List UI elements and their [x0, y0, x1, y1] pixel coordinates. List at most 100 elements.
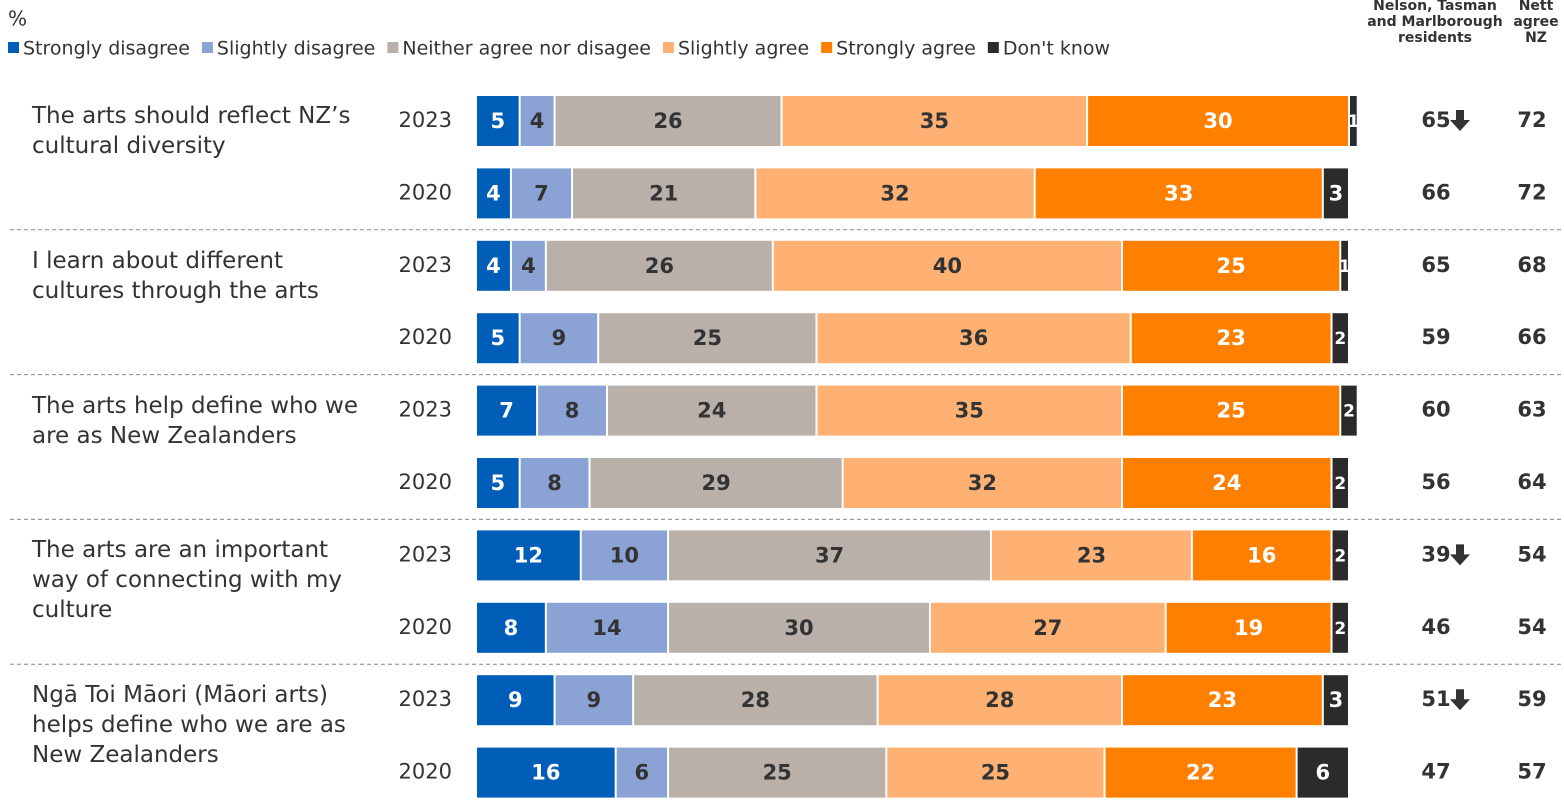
- year-label: 2020: [399, 615, 452, 639]
- nett-value: 46: [1421, 615, 1450, 639]
- segment-label: 25: [763, 761, 792, 785]
- nett-value: 65: [1421, 253, 1450, 277]
- nett-value: 60: [1421, 398, 1450, 422]
- bar-segment: [1332, 458, 1348, 508]
- bar-segment: [599, 313, 816, 364]
- segment-label: 35: [920, 109, 949, 133]
- segment-label: 25: [1217, 254, 1246, 278]
- bar-segment: [520, 313, 598, 364]
- bar-segment: [1192, 530, 1331, 581]
- bar-segment: [477, 96, 519, 146]
- segment-label: 5: [491, 109, 506, 133]
- year-label: 2020: [399, 180, 452, 204]
- bar-segment: [590, 458, 842, 508]
- segment-label: 23: [1217, 326, 1246, 350]
- segment-label: 19: [1234, 616, 1263, 640]
- segment-label: 3: [1329, 181, 1344, 205]
- segment-label: 14: [592, 616, 621, 640]
- segment-label: 12: [514, 543, 543, 567]
- segment-label: 35: [955, 399, 984, 423]
- segment-label: 27: [1033, 616, 1062, 640]
- segment-label: 8: [504, 616, 519, 640]
- year-label: 2020: [399, 470, 452, 494]
- year-label: 2020: [399, 325, 452, 349]
- bar-segment: [1166, 602, 1331, 653]
- statement-label: The arts should reflect NZ’s cultural di…: [32, 103, 351, 159]
- bar-segment: [581, 530, 668, 581]
- segment-label: 2: [1343, 402, 1355, 422]
- statement-label: The arts help define who we are as New Z…: [32, 392, 358, 449]
- segment-label: 30: [784, 616, 813, 640]
- segment-label: 25: [1217, 399, 1246, 423]
- bar-segment: [634, 675, 877, 726]
- bar-segment: [1297, 747, 1348, 798]
- decrease-arrow: [1450, 110, 1470, 131]
- nett-value: 56: [1421, 470, 1450, 494]
- legend-swatch: [821, 42, 833, 53]
- bar-segment: [756, 168, 1034, 219]
- legend-swatch: [8, 42, 19, 53]
- bar-segment: [1123, 458, 1331, 508]
- legend-label: Don't know: [1003, 38, 1110, 60]
- bar-segment: [1350, 96, 1357, 146]
- bar-segment: [817, 385, 1122, 436]
- segment-label: 4: [486, 254, 501, 278]
- segment-label: 26: [645, 254, 674, 278]
- segment-label: 4: [486, 181, 501, 205]
- segment-label: 10: [610, 543, 639, 567]
- year-label: 2023: [399, 253, 452, 277]
- bar-segment: [477, 168, 510, 219]
- bar-segment: [511, 168, 572, 219]
- year-label: 2020: [399, 760, 452, 784]
- bar-segment: [773, 240, 1122, 291]
- bar-segment: [1105, 747, 1296, 798]
- nett-value: 59: [1421, 325, 1450, 349]
- bar-segment: [1332, 602, 1348, 653]
- segment-label: 23: [1208, 688, 1237, 712]
- legend-label: Slightly disagree: [217, 38, 375, 60]
- bar-segment: [1332, 530, 1348, 581]
- bar-segment: [511, 240, 545, 291]
- year-label: 2023: [399, 108, 452, 132]
- bar-segment: [669, 602, 929, 653]
- bar-segment: [843, 458, 1122, 508]
- segment-label: 16: [531, 761, 560, 785]
- segment-label: 40: [933, 254, 962, 278]
- bar-segment: [546, 240, 772, 291]
- segment-label: 8: [547, 471, 562, 495]
- segment-label: 23: [1077, 543, 1106, 567]
- bar-segment: [782, 96, 1087, 146]
- bar-segment: [1323, 675, 1348, 726]
- nett-value: 64: [1517, 470, 1546, 494]
- segment-label: 28: [985, 688, 1014, 712]
- bar-segment: [616, 747, 668, 798]
- legend-swatch: [387, 42, 399, 53]
- legend-swatch: [662, 42, 674, 53]
- nett-value: 54: [1517, 615, 1546, 639]
- legend-swatch: [201, 42, 213, 53]
- bar-segment: [555, 675, 633, 726]
- bar-segment: [477, 747, 615, 798]
- segment-label: 6: [1315, 761, 1330, 785]
- nett-value: 66: [1421, 180, 1450, 204]
- bar-segment: [520, 458, 589, 508]
- segment-label: 32: [968, 471, 997, 495]
- legend-swatch: [987, 42, 999, 53]
- segment-label: 26: [653, 109, 682, 133]
- segment-label: 8: [565, 399, 580, 423]
- statement-label: The arts are an important way of connect…: [32, 537, 342, 624]
- year-label: 2023: [399, 687, 452, 711]
- nett-value: 72: [1517, 180, 1546, 204]
- segment-label: 2: [1334, 546, 1346, 566]
- segment-label: 25: [693, 326, 722, 350]
- segment-label: 2: [1334, 329, 1346, 349]
- bar-segment: [477, 458, 519, 508]
- bar-segment: [546, 602, 668, 653]
- bar-segment: [669, 530, 991, 581]
- segment-label: 7: [534, 181, 549, 205]
- segment-label: 2: [1334, 619, 1346, 639]
- segment-label: 7: [499, 399, 514, 423]
- bar-segment: [573, 168, 755, 219]
- segment-label: 28: [741, 688, 770, 712]
